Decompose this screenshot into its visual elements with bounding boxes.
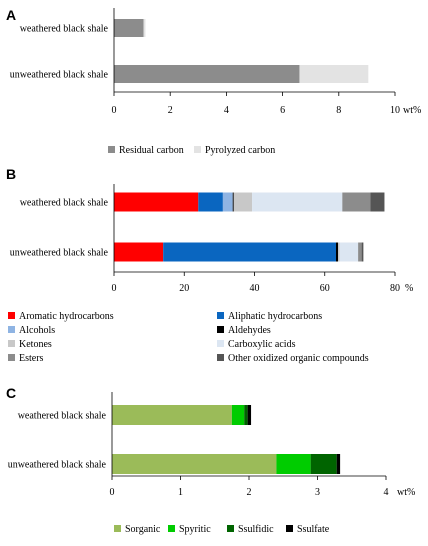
legend-swatch bbox=[217, 312, 224, 319]
bar-segment bbox=[112, 454, 277, 474]
x-tick-label: 4 bbox=[384, 487, 389, 498]
bar-segment bbox=[342, 192, 371, 212]
x-tick-label: 60 bbox=[320, 283, 330, 294]
x-tick-label: 80 bbox=[390, 283, 400, 294]
legend-swatch bbox=[108, 146, 115, 153]
legend-swatch bbox=[227, 525, 234, 532]
category-label: weathered black shale bbox=[20, 24, 109, 35]
bar-segment bbox=[231, 405, 245, 425]
bar-segment bbox=[358, 242, 362, 262]
panel-letter: A bbox=[6, 7, 16, 23]
x-tick-label: 6 bbox=[280, 105, 285, 116]
legend-label: Carboxylic acids bbox=[228, 339, 296, 350]
legend-label: Esters bbox=[19, 353, 44, 364]
legend-label: Pyrolyzed carbon bbox=[205, 145, 275, 156]
bar-segment bbox=[198, 192, 223, 212]
legend-swatch bbox=[217, 340, 224, 347]
bar-segment bbox=[299, 65, 369, 83]
panel-letter: C bbox=[6, 385, 16, 401]
legend-label: Aliphatic hydrocarbons bbox=[228, 311, 322, 322]
category-label: weathered black shale bbox=[20, 198, 109, 209]
bar-segment bbox=[114, 192, 199, 212]
bar-segment bbox=[232, 192, 234, 212]
category-label: unweathered black shale bbox=[10, 248, 109, 259]
category-label: unweathered black shale bbox=[10, 70, 109, 81]
x-axis-unit: % bbox=[405, 283, 413, 294]
legend-swatch bbox=[8, 340, 15, 347]
bar-segment bbox=[336, 454, 341, 474]
bar-segment bbox=[276, 454, 311, 474]
bar-segment bbox=[114, 19, 144, 37]
legend-label: Ssulfidic bbox=[238, 524, 274, 535]
legend-swatch bbox=[168, 525, 175, 532]
bar-segment bbox=[247, 405, 252, 425]
legend-label: Ketones bbox=[19, 339, 52, 350]
bar-segment bbox=[163, 242, 336, 262]
legend-swatch bbox=[8, 354, 15, 361]
x-tick-label: 4 bbox=[224, 105, 229, 116]
bar-segment bbox=[112, 405, 232, 425]
bar-segment bbox=[370, 192, 385, 212]
x-tick-label: 40 bbox=[250, 283, 260, 294]
bar-segment bbox=[222, 192, 233, 212]
x-tick-label: 2 bbox=[168, 105, 173, 116]
legend-swatch bbox=[8, 312, 15, 319]
x-tick-label: 1 bbox=[178, 487, 183, 498]
legend-label: Alcohols bbox=[19, 325, 55, 336]
legend-label: Spyritic bbox=[179, 524, 211, 535]
x-tick-label: 3 bbox=[315, 487, 320, 498]
legend-label: Aldehydes bbox=[228, 325, 271, 336]
x-tick-label: 20 bbox=[179, 283, 189, 294]
bar-segment bbox=[244, 405, 248, 425]
legend-swatch bbox=[8, 326, 15, 333]
legend-label: Aromatic hydrocarbons bbox=[19, 311, 114, 322]
bar-segment bbox=[310, 454, 337, 474]
legend-swatch bbox=[286, 525, 293, 532]
bar-segment bbox=[252, 192, 343, 212]
x-tick-label: 2 bbox=[247, 487, 252, 498]
x-tick-label: 0 bbox=[112, 283, 117, 294]
legend-label: Other oxidized organic compounds bbox=[228, 353, 369, 364]
bar-segment bbox=[335, 242, 339, 262]
x-tick-label: 10 bbox=[390, 105, 400, 116]
bar-segment bbox=[143, 19, 146, 37]
category-label: weathered black shale bbox=[18, 411, 107, 422]
x-tick-label: 0 bbox=[112, 105, 117, 116]
panel-letter: B bbox=[6, 166, 16, 182]
x-axis-unit: wt% bbox=[397, 487, 415, 498]
legend-label: Residual carbon bbox=[119, 145, 184, 156]
legend-swatch bbox=[217, 326, 224, 333]
legend-swatch bbox=[194, 146, 201, 153]
legend-label: Ssulfate bbox=[297, 524, 330, 535]
bar-segment bbox=[233, 192, 253, 212]
legend-swatch bbox=[217, 354, 224, 361]
bar-segment bbox=[114, 242, 164, 262]
category-label: unweathered black shale bbox=[8, 460, 107, 471]
bar-segment bbox=[114, 65, 300, 83]
bar-segment bbox=[361, 242, 364, 262]
x-tick-label: 8 bbox=[336, 105, 341, 116]
bar-segment bbox=[338, 242, 340, 262]
legend-label: Sorganic bbox=[125, 524, 161, 535]
bar-segment bbox=[339, 242, 359, 262]
x-tick-label: 0 bbox=[110, 487, 115, 498]
legend-swatch bbox=[114, 525, 121, 532]
x-axis-unit: wt% bbox=[403, 105, 421, 116]
